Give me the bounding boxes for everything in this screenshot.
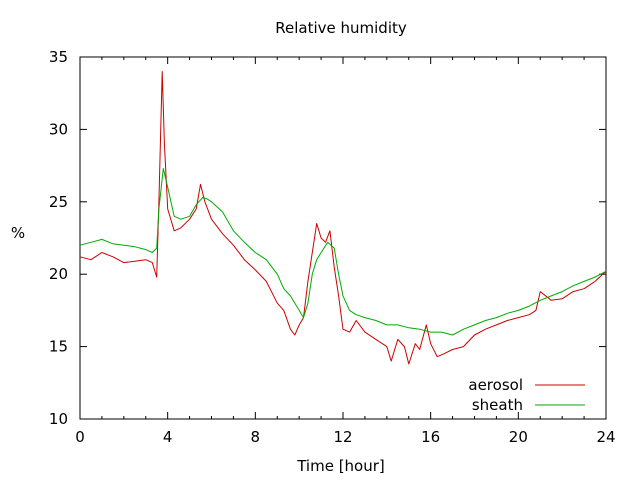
y-tick-label: 15 (49, 338, 68, 356)
x-tick-label: 4 (163, 428, 173, 446)
x-tick-label: 24 (596, 428, 615, 446)
y-tick-label: 20 (49, 265, 68, 283)
series-line-sheath (79, 168, 607, 336)
chart-title: Relative humidity (275, 19, 407, 37)
legend-label-aerosol: aerosol (468, 376, 523, 394)
x-axis-label: Time [hour] (296, 457, 385, 475)
x-tick-label: 0 (75, 428, 85, 446)
x-tick-label: 12 (333, 428, 352, 446)
plot-frame (79, 56, 607, 420)
y-tick-label: 30 (49, 120, 68, 138)
x-tick-label: 8 (251, 428, 261, 446)
y-axis-label: % (11, 224, 25, 242)
y-tick-label: 35 (49, 48, 68, 66)
y-tick-label: 10 (49, 410, 68, 428)
x-tick-label: 20 (509, 428, 528, 446)
y-tick-label: 25 (49, 193, 68, 211)
x-tick-label: 16 (421, 428, 440, 446)
series-line-aerosol (79, 71, 607, 365)
legend-label-sheath: sheath (472, 396, 523, 414)
